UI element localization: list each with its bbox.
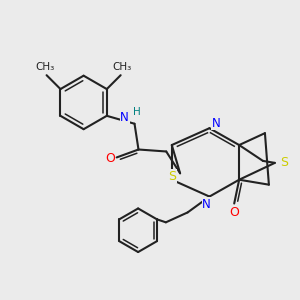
Text: H: H	[133, 107, 140, 117]
Text: O: O	[229, 206, 239, 219]
Text: O: O	[105, 152, 115, 165]
Text: N: N	[120, 111, 129, 124]
Text: N: N	[202, 198, 211, 211]
Text: CH₃: CH₃	[35, 62, 54, 72]
Text: S: S	[280, 156, 288, 170]
Text: S: S	[168, 170, 176, 183]
Text: N: N	[212, 117, 221, 130]
Text: CH₃: CH₃	[112, 62, 131, 72]
